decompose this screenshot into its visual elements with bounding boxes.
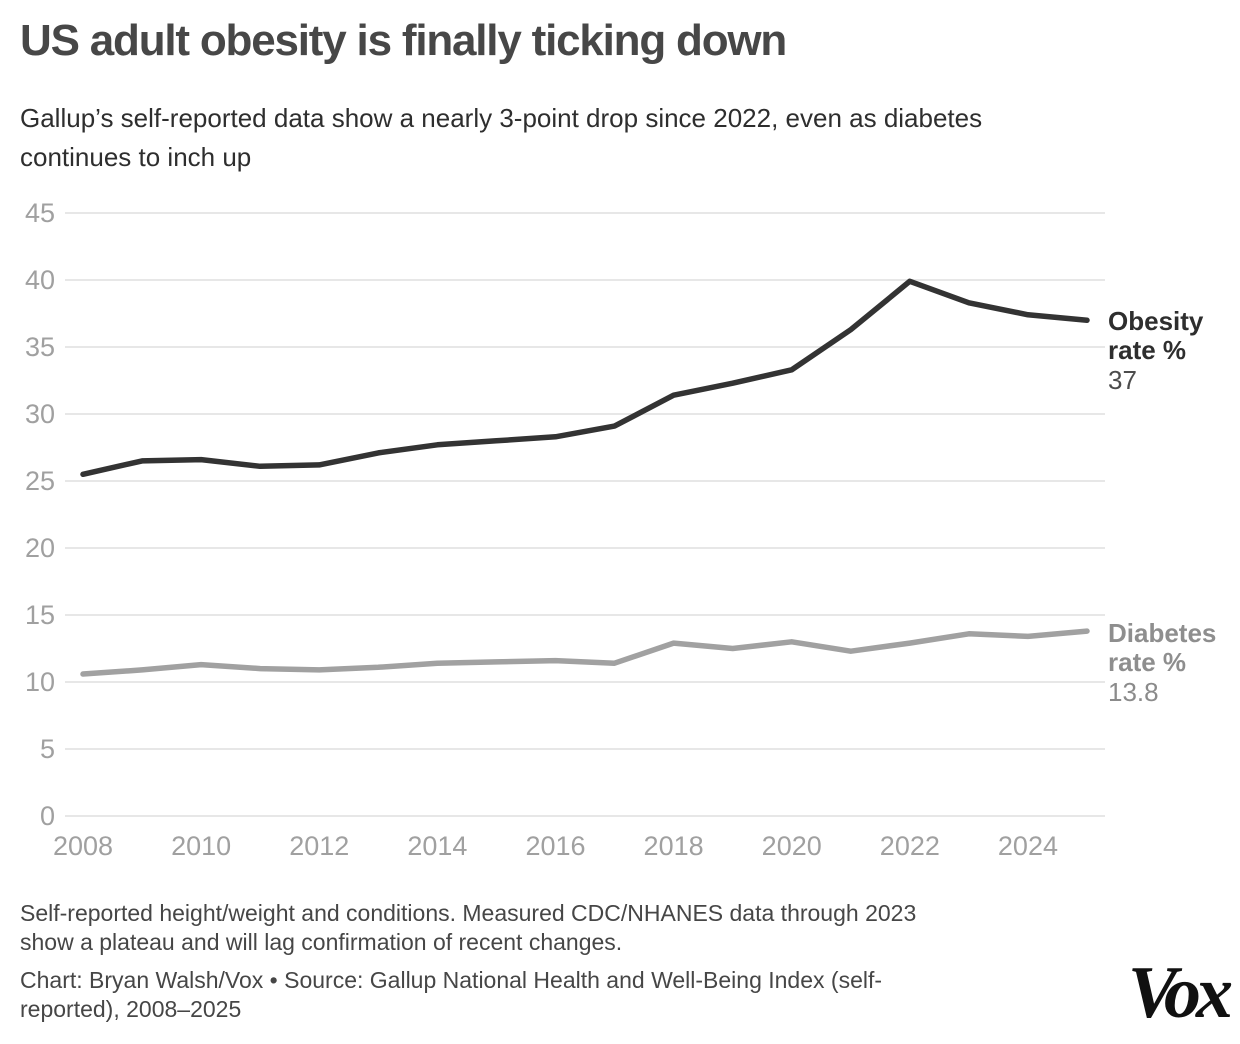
- chart-credit: Chart: Bryan Walsh/Vox • Source: Gallup …: [20, 966, 1100, 1024]
- chart-credit-line: Chart: Bryan Walsh/Vox • Source: Gallup …: [20, 967, 883, 993]
- svg-text:2008: 2008: [53, 831, 113, 861]
- chart-footnote: Self-reported height/weight and conditio…: [20, 899, 1100, 957]
- diabetes-series-value: 13.8: [1108, 677, 1159, 707]
- diabetes-series-name: Diabetes: [1108, 618, 1217, 648]
- svg-text:10: 10: [25, 667, 55, 697]
- svg-text:0: 0: [40, 801, 55, 831]
- diabetes-series-name: rate %: [1108, 647, 1187, 677]
- svg-text:2016: 2016: [525, 831, 585, 861]
- svg-text:15: 15: [25, 600, 55, 630]
- svg-text:2012: 2012: [289, 831, 349, 861]
- svg-text:2024: 2024: [998, 831, 1058, 861]
- chart-footnote-line: Self-reported height/weight and conditio…: [20, 900, 917, 926]
- svg-text:2022: 2022: [880, 831, 940, 861]
- obesity-series-name: Obesity: [1108, 306, 1204, 336]
- diabetes-series-label: Diabetes rate % 13.8: [1108, 619, 1240, 707]
- page-title: US adult obesity is finally ticking down: [20, 16, 787, 65]
- chart-credit-line: reported), 2008–2025: [20, 996, 242, 1022]
- svg-text:40: 40: [25, 265, 55, 295]
- svg-text:20: 20: [25, 533, 55, 563]
- chart-subtitle-line: Gallup’s self-reported data show a nearl…: [20, 103, 983, 133]
- vox-logo: Vox: [1127, 952, 1233, 1034]
- chart-subtitle: Gallup’s self-reported data show a nearl…: [20, 99, 1210, 177]
- svg-text:25: 25: [25, 466, 55, 496]
- svg-text:2014: 2014: [407, 831, 467, 861]
- obesity-series-value: 37: [1108, 365, 1137, 395]
- svg-text:2020: 2020: [762, 831, 822, 861]
- obesity-series-label: Obesity rate % 37: [1108, 307, 1240, 395]
- svg-text:45: 45: [25, 198, 55, 228]
- svg-text:2010: 2010: [171, 831, 231, 861]
- chart-footnote-line: show a plateau and will lag confirmation…: [20, 929, 623, 955]
- obesity-series-name: rate %: [1108, 335, 1187, 365]
- svg-text:5: 5: [40, 734, 55, 764]
- svg-text:35: 35: [25, 332, 55, 362]
- chart-subtitle-line: continues to inch up: [20, 142, 252, 172]
- svg-text:30: 30: [25, 399, 55, 429]
- svg-text:2018: 2018: [644, 831, 704, 861]
